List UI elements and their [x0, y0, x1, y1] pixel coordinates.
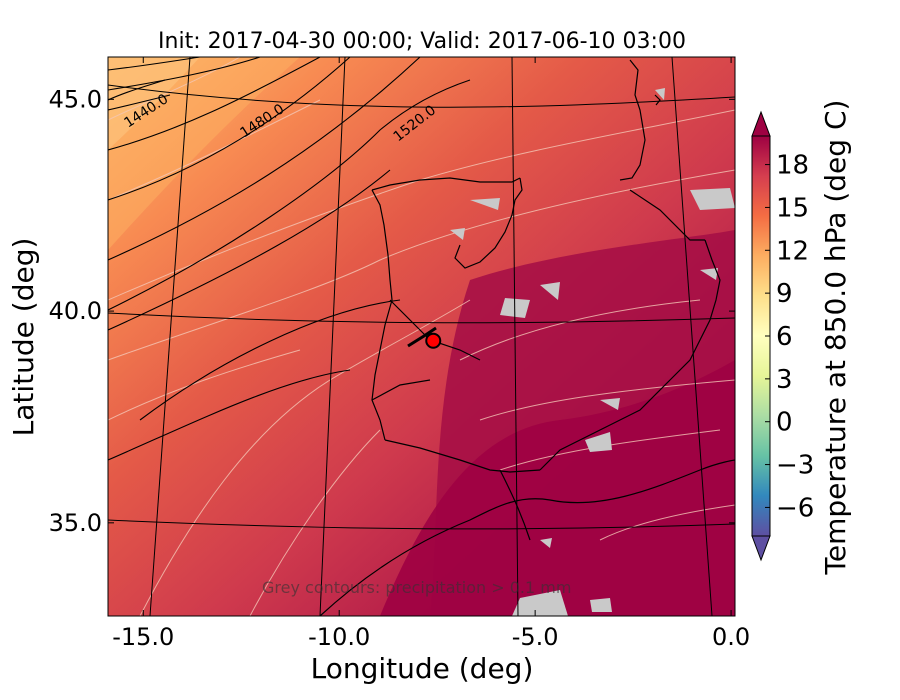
- colorbar-tick-label: −3: [776, 451, 814, 481]
- colorbar-tick-label: 15: [776, 193, 809, 223]
- y-tick-label: 45.0: [49, 85, 102, 113]
- colorbar-extend-min: [751, 535, 771, 562]
- colorbar: −6 −3 0 3 6 9 12 15 18 Temperature at 850.0 hPa …: [751, 100, 852, 576]
- temperature-field: [108, 57, 735, 616]
- x-tick-label: -15.0: [112, 623, 174, 651]
- x-axis-ticks: -15.0 -10.0 -5.0 0.0: [112, 57, 750, 651]
- colorbar-tick-label: 18: [776, 151, 809, 181]
- graticule: [108, 57, 735, 616]
- colorbar-tick-label: 9: [776, 279, 793, 309]
- x-tick-label: -5.0: [512, 623, 559, 651]
- y-axis-ticks: 35.0 40.0 45.0: [49, 85, 735, 537]
- colorbar-ticks: −6 −3 0 3 6 9 12 15 18: [765, 151, 814, 523]
- y-tick-label: 40.0: [49, 297, 102, 325]
- x-tick-label: 0.0: [712, 623, 750, 651]
- location-marker: [407, 326, 442, 349]
- precipitation-note: Grey contours: precipitation > 0.1 mm: [262, 578, 571, 597]
- colorbar-tick-label: 6: [776, 322, 793, 352]
- x-tick-label: -10.0: [308, 623, 370, 651]
- x-axis-label: Longitude (deg): [311, 652, 534, 685]
- y-axis-label: Latitude (deg): [7, 238, 40, 437]
- colorbar-tick-label: 12: [776, 236, 809, 266]
- precipitation-patches: [450, 88, 735, 616]
- geopotential-contours: [108, 57, 471, 461]
- y-tick-label: 35.0: [49, 509, 102, 537]
- colorbar-label: Temperature at 850.0 hPa (deg C): [819, 100, 852, 576]
- colorbar-tick-label: 0: [776, 408, 793, 438]
- colorbar-tick-label: −6: [776, 493, 814, 523]
- chart-title: Init: 2017-04-30 00:00; Valid: 2017-06-1…: [158, 29, 686, 54]
- colorbar-tick-label: 3: [776, 365, 793, 395]
- plot-frame: [107, 56, 736, 617]
- colorbar-extend-max: [751, 110, 771, 137]
